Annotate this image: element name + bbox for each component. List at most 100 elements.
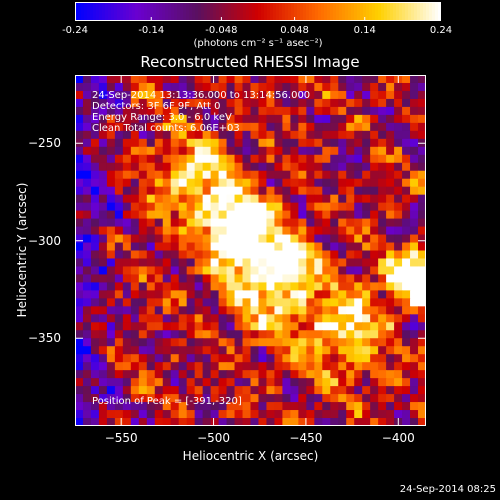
heatmap-cell [210,138,220,148]
heatmap-cell [202,82,212,92]
heatmap-cell [170,162,180,172]
heatmap-cell [362,162,371,172]
heatmap-cell [130,410,140,419]
heatmap-cell [394,210,403,220]
heatmap-cell [226,290,236,299]
heatmap-cell [378,354,387,363]
colorbar-swatch [228,2,232,21]
heatmap-cell [130,274,140,284]
heatmap-cell [138,250,148,260]
heatmap-cell [210,154,220,164]
heatmap-cell [90,146,100,156]
heatmap-cell [130,314,140,323]
heatmap-cell [226,306,236,315]
heatmap-cell [75,186,84,196]
heatmap-cell [258,234,268,244]
heatmap-cell [90,98,100,108]
heatmap-cell [218,394,228,403]
heatmap-cell [418,338,426,347]
heatmap-cell [218,210,228,220]
heatmap-cell [218,98,228,108]
heatmap-cell [98,154,108,164]
heatmap-cell [330,410,339,419]
heatmap-cell [410,98,419,108]
colorbar-swatch [288,2,292,21]
heatmap-cell [290,314,299,323]
heatmap-cell [162,370,172,379]
heatmap-cell [106,210,116,220]
heatmap-cell [75,386,84,395]
heatmap-cell [362,234,371,244]
heatmap-cell [122,218,132,228]
heatmap-cell [202,75,212,84]
heatmap-cell [266,346,276,355]
colorbar-swatch [336,2,340,21]
heatmap-cell [154,82,164,92]
heatmap-cell [170,394,180,403]
heatmap-cell [410,138,419,148]
heatmap-cell [378,114,387,124]
heatmap-cell [394,130,403,140]
heatmap-cell [322,75,331,84]
heatmap-cell [106,162,116,172]
heatmap-cell [282,370,291,379]
colorbar-swatch [345,2,349,21]
heatmap-cell [122,338,132,347]
heatmap-cell [202,178,212,188]
heatmap-cell [98,338,108,347]
colorbar-swatch [342,2,346,21]
heatmap-cell [338,162,347,172]
heatmap-cell [90,234,100,244]
heatmap-cell [98,114,108,124]
heatmap-cell [234,378,244,387]
heatmap-cell [306,274,315,284]
heatmap-cell [274,178,284,188]
heatmap-cell [346,298,355,307]
heatmap-cell [322,106,331,116]
heatmap-cell [226,194,236,204]
heatmap-cell [90,178,100,188]
heatmap-cell [362,186,371,196]
heatmap-cell [234,130,244,140]
heatmap-cell [362,298,371,307]
heatmap-cell [354,138,363,148]
heatmap-cell [114,242,124,252]
heatmap-cell [130,282,140,291]
heatmap-cell [290,338,299,347]
heatmap-cell [290,378,299,387]
heatmap-cell [290,250,299,260]
heatmap-cell [394,330,403,339]
heatmap-cell [146,386,156,395]
heatmap-cell [410,210,419,220]
heatmap-cell [290,418,299,426]
heatmap-cell [130,394,140,403]
heatmap-cell [386,210,395,220]
colorbar-swatch [321,2,325,21]
heatmap-cell [386,282,395,291]
heatmap-cell [146,242,156,252]
heatmap-cell [386,154,395,164]
heatmap-cell [82,330,92,339]
heatmap-cell [114,338,124,347]
heatmap-cell [114,274,124,284]
heatmap-cell [266,282,276,291]
heatmap-cell [306,290,315,299]
heatmap-cell [306,202,315,212]
heatmap-cell [314,154,323,164]
heatmap-cell [250,250,260,260]
heatmap-cell [90,154,100,164]
heatmap-cell [242,274,252,284]
heatmap-cell [314,138,323,148]
heatmap-cell [82,178,92,188]
heatmap-cell [242,210,252,220]
heatmap-cell [210,274,220,284]
heatmap-cell [298,186,307,196]
heatmap-cell [346,330,355,339]
heatmap-cell [82,138,92,148]
heatmap-cell [202,242,212,252]
heatmap-cell [386,186,395,196]
heatmap-cell [282,322,291,331]
heatmap-cell [354,274,363,284]
heatmap-cell [306,146,315,156]
heatmap-cell [354,266,363,276]
